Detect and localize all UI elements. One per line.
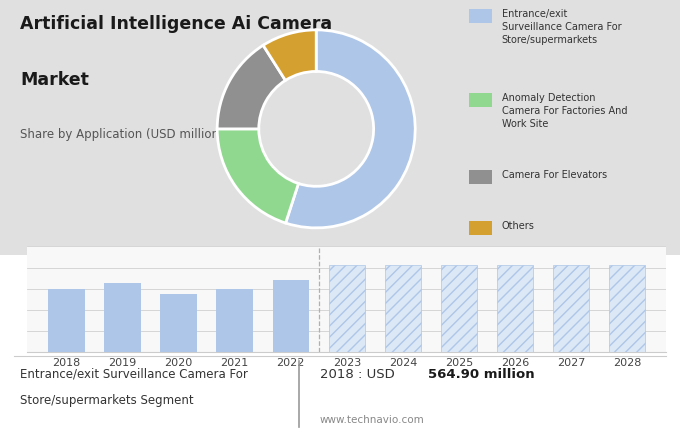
Text: Camera For Elevators: Camera For Elevators bbox=[502, 170, 607, 180]
Bar bbox=[441, 265, 477, 352]
Text: Entrance/exit Surveillance Camera For: Entrance/exit Surveillance Camera For bbox=[20, 368, 248, 381]
Bar bbox=[609, 265, 645, 352]
Bar bbox=[385, 265, 421, 352]
FancyBboxPatch shape bbox=[469, 9, 492, 23]
Text: Others: Others bbox=[502, 221, 534, 231]
Bar bbox=[497, 265, 533, 352]
Text: Market: Market bbox=[20, 71, 89, 89]
Bar bbox=[328, 265, 365, 352]
Text: 2018 : USD: 2018 : USD bbox=[320, 368, 398, 381]
Bar bbox=[160, 294, 197, 352]
Text: Artificial Intelligence Ai Camera: Artificial Intelligence Ai Camera bbox=[20, 15, 333, 33]
Text: www.technavio.com: www.technavio.com bbox=[320, 415, 424, 425]
Text: 564.90 million: 564.90 million bbox=[428, 368, 535, 381]
Bar bbox=[216, 289, 253, 352]
Bar bbox=[104, 283, 141, 352]
Bar bbox=[553, 265, 590, 352]
Text: Share by Application (USD million): Share by Application (USD million) bbox=[20, 128, 224, 141]
FancyBboxPatch shape bbox=[469, 221, 492, 235]
Text: Store/supermarkets Segment: Store/supermarkets Segment bbox=[20, 394, 194, 407]
Text: Entrance/exit
Surveillance Camera For
Store/supermarkets: Entrance/exit Surveillance Camera For St… bbox=[502, 9, 622, 44]
FancyBboxPatch shape bbox=[469, 93, 492, 107]
FancyBboxPatch shape bbox=[469, 170, 492, 184]
Bar bbox=[273, 280, 309, 352]
Text: Anomaly Detection
Camera For Factories And
Work Site: Anomaly Detection Camera For Factories A… bbox=[502, 93, 628, 129]
Bar bbox=[48, 289, 85, 352]
